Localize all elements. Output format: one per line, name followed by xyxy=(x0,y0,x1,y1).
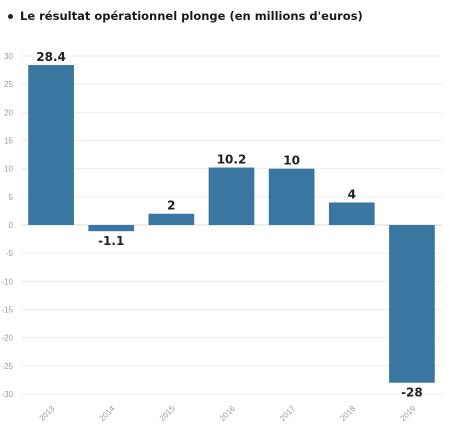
y-tick-label: 10 xyxy=(4,165,13,174)
bar xyxy=(88,225,135,232)
bar xyxy=(208,167,255,225)
grid-lines xyxy=(21,55,442,395)
x-tick-label: 2017 xyxy=(278,404,297,423)
x-axis-ticks: 2013 2014 2015 2016 2017 2018 2019 xyxy=(38,404,418,423)
x-tick-label: 2018 xyxy=(338,404,357,423)
value-labels: 28.4 -1.1 2 10.2 10 4 -28 xyxy=(36,50,423,400)
x-tick-label: 2014 xyxy=(98,404,117,423)
x-tick-label: 2016 xyxy=(218,404,237,423)
y-tick-label: -5 xyxy=(6,249,14,258)
bar xyxy=(328,202,375,225)
y-tick-label: 5 xyxy=(9,193,14,202)
y-tick-label: -15 xyxy=(1,306,13,315)
x-tick-label: 2019 xyxy=(398,404,417,423)
data-label: 4 xyxy=(348,187,356,201)
data-label: 28.4 xyxy=(36,50,66,64)
y-tick-label: 0 xyxy=(9,221,14,230)
y-tick-label: -20 xyxy=(1,334,13,343)
bars xyxy=(28,65,435,383)
bar xyxy=(268,168,315,225)
data-label: 10.2 xyxy=(217,153,247,167)
x-tick-label: 2013 xyxy=(38,404,57,423)
y-tick-label: -10 xyxy=(1,277,13,286)
y-tick-label: 30 xyxy=(4,52,13,61)
title-bullet xyxy=(8,13,13,19)
data-label: -28 xyxy=(401,386,423,400)
bar xyxy=(28,65,74,225)
y-tick-label: 25 xyxy=(4,80,13,89)
y-tick-label: -25 xyxy=(1,362,13,371)
chart-title: Le résultat opérationnel plonge (en mill… xyxy=(20,9,363,23)
x-tick-label: 2015 xyxy=(158,404,177,423)
chart-title-group: Le résultat opérationnel plonge (en mill… xyxy=(8,9,363,23)
bar xyxy=(148,213,195,225)
bar xyxy=(389,225,435,383)
data-label: 2 xyxy=(167,199,175,213)
y-tick-label: 15 xyxy=(4,137,13,146)
data-label: 10 xyxy=(283,154,300,168)
y-tick-label: -30 xyxy=(1,390,13,399)
y-axis-ticks: 30 25 20 15 10 5 0 -5 -10 -15 -20 -25 -30 xyxy=(1,52,13,399)
y-tick-label: 20 xyxy=(4,108,13,117)
data-label: -1.1 xyxy=(98,234,124,248)
